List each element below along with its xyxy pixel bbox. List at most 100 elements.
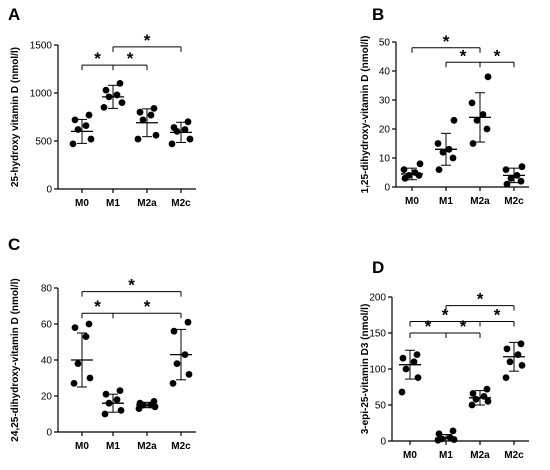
y-tick-label: 0: [380, 437, 386, 448]
data-point: [70, 380, 78, 387]
y-tick-label: 40: [379, 67, 391, 78]
y-tick-label: 0: [46, 185, 52, 196]
data-point: [414, 374, 422, 382]
y-tick-label: 20: [379, 125, 391, 136]
y-axis-label: 3-epi-25-vitamin D3 (nmol/l): [360, 304, 371, 435]
significance-star: *: [425, 317, 432, 336]
data-point: [150, 398, 158, 405]
data-point: [405, 172, 413, 179]
data-point: [502, 374, 510, 382]
data-point: [480, 392, 488, 400]
data-point: [518, 163, 526, 171]
data-point: [117, 407, 125, 414]
x-tick-label: M0: [75, 441, 89, 452]
y-tick-label: 20: [41, 392, 53, 403]
significance-star: *: [494, 46, 501, 65]
data-point: [101, 410, 109, 418]
x-tick-label: M1: [106, 198, 120, 209]
data-point: [518, 362, 526, 369]
data-point: [484, 73, 492, 81]
data-point: [71, 324, 79, 331]
data-point: [410, 358, 418, 366]
x-tick-label: M2a: [470, 450, 490, 461]
data-point: [468, 401, 476, 409]
data-point: [506, 358, 514, 366]
data-point: [69, 140, 77, 148]
panel-label: C: [8, 235, 20, 254]
data-point: [168, 140, 176, 148]
data-point: [184, 318, 192, 326]
panel-a: A 25-hydroxy vitamin D (nmol/l) 0 500 1000 15…: [8, 5, 196, 209]
y-tick-label: 30: [379, 96, 391, 107]
y-axis-label: 24,25-dihydroxy-vitamin D (nmol/l): [10, 278, 21, 441]
data-point: [113, 396, 121, 403]
panel-label: A: [8, 5, 20, 24]
x-tick-label: M0: [75, 198, 89, 209]
panel-d: D 3-epi-25-vitamin D3 (nmol/l) 0 50 100 150 20…: [360, 258, 529, 461]
x-tick-label: M2a: [137, 198, 157, 209]
y-tick-label: 80: [41, 284, 53, 295]
data-point: [435, 166, 443, 174]
data-point: [102, 390, 110, 398]
data-point: [517, 340, 525, 348]
data-point: [150, 104, 158, 112]
x-tick-label: M2c: [504, 450, 524, 461]
x-tick-label: M2c: [171, 441, 191, 452]
data-point: [434, 140, 442, 147]
data-point: [85, 320, 93, 328]
data-point: [468, 99, 476, 107]
data-point: [416, 160, 424, 168]
significance-star: *: [128, 276, 135, 295]
data-point: [398, 388, 406, 396]
y-tick-label: 0: [46, 428, 52, 439]
panel-c: C 24,25-dihydroxy-vitamin D (nmol/l) 0 20 40…: [8, 235, 196, 452]
y-axis-label: 25-hydroxy vitamin D (nmol/l): [10, 47, 21, 187]
data-point: [185, 371, 193, 378]
y-axis-label: 1,25-dihydroxy-vitamin D (nmol/l): [360, 36, 371, 194]
data-point: [483, 385, 491, 393]
significance-star: *: [127, 49, 134, 68]
data-point: [184, 118, 192, 126]
y-tick-label: 10: [379, 154, 391, 165]
x-tick-label: M2a: [137, 441, 157, 452]
y-tick-label: 200: [369, 293, 386, 304]
significance-star: *: [443, 32, 450, 51]
data-point: [82, 122, 90, 130]
data-point: [186, 135, 194, 143]
x-tick-label: M1: [106, 441, 120, 452]
data-point: [102, 86, 110, 94]
data-point: [169, 380, 177, 387]
data-point: [170, 327, 178, 335]
data-point: [74, 360, 82, 367]
panel-b: B 1,25-dihydroxy-vitamin D (nmol/l) 0 10 20 3…: [360, 5, 529, 207]
data-point: [181, 126, 189, 133]
data-point: [450, 116, 458, 124]
data-point: [503, 345, 511, 353]
data-point: [399, 354, 407, 362]
y-tick-label: 0: [384, 183, 390, 194]
data-point: [71, 116, 79, 124]
data-point: [469, 390, 477, 397]
significance-star: *: [144, 31, 151, 50]
x-tick-label: M1: [439, 450, 453, 461]
significance-star: *: [460, 46, 467, 65]
y-tick-label: 50: [375, 401, 387, 412]
y-tick-label: 50: [379, 38, 391, 49]
data-point: [139, 116, 147, 124]
y-tick-label: 150: [369, 329, 386, 340]
data-point: [502, 166, 510, 174]
y-tick-label: 1000: [30, 89, 53, 100]
significance-star: *: [144, 297, 151, 316]
data-point: [118, 99, 126, 106]
x-tick-label: M1: [439, 196, 453, 207]
data-point: [116, 387, 124, 394]
significance-star: *: [94, 297, 101, 316]
panel-label: D: [372, 258, 384, 277]
data-point: [469, 140, 477, 147]
data-point: [100, 104, 108, 111]
data-point: [473, 116, 481, 124]
data-point: [472, 395, 480, 403]
significance-star: *: [94, 49, 101, 68]
data-point: [411, 169, 419, 176]
